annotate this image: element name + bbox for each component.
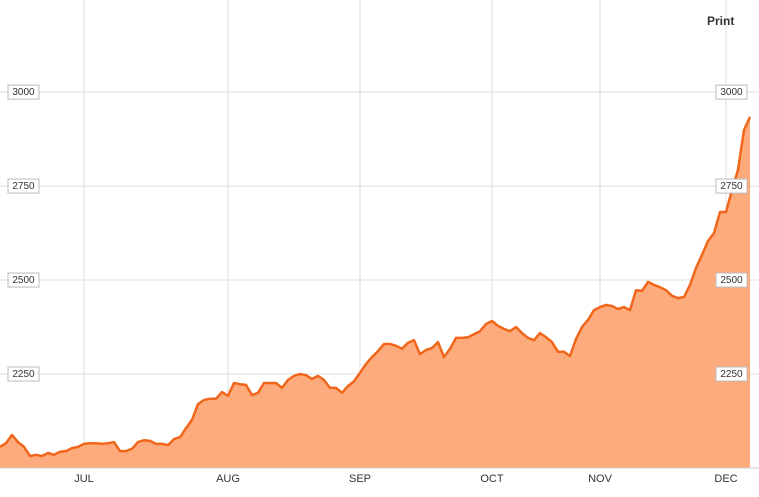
y-tick-label: 3000 [720,87,743,98]
x-tick-label: AUG [216,473,240,485]
y-tick-box: 3000 [715,84,748,100]
y-tick-box: 3000 [7,84,40,100]
y-tick-frame [715,366,748,382]
y-tick-label: 2750 [12,181,35,192]
y-tick-box: 2750 [715,178,748,194]
y-tick-frame [7,366,40,382]
y-tick-label: 3000 [12,87,35,98]
y-tick-frame [7,178,40,194]
x-tick-label: JUL [74,473,94,485]
x-tick-label: NOV [588,473,613,485]
y-tick-frame [715,272,748,288]
y-tick-box: 2250 [715,366,748,382]
print-button[interactable]: Print [707,14,735,28]
y-tick-box: 2500 [715,272,748,288]
x-tick-label: SEP [349,473,371,485]
y-tick-label: 2500 [720,275,743,286]
y-tick-frame [7,84,40,100]
y-tick-frame [7,272,40,288]
y-tick-frame [715,178,748,194]
area [0,116,750,469]
y-tick-box: 2250 [7,366,40,382]
x-tick-label: OCT [480,473,504,485]
y-tick-frame [715,84,748,100]
y-tick-label: 2250 [12,369,35,380]
x-tick-label: DEC [714,473,737,485]
y-tick-label: 2500 [12,275,35,286]
line [0,116,752,458]
y-tick-box: 2750 [7,178,40,194]
y-tick-box: 2500 [7,272,40,288]
y-tick-label: 2250 [720,369,743,380]
y-tick-label: 2750 [720,181,743,192]
